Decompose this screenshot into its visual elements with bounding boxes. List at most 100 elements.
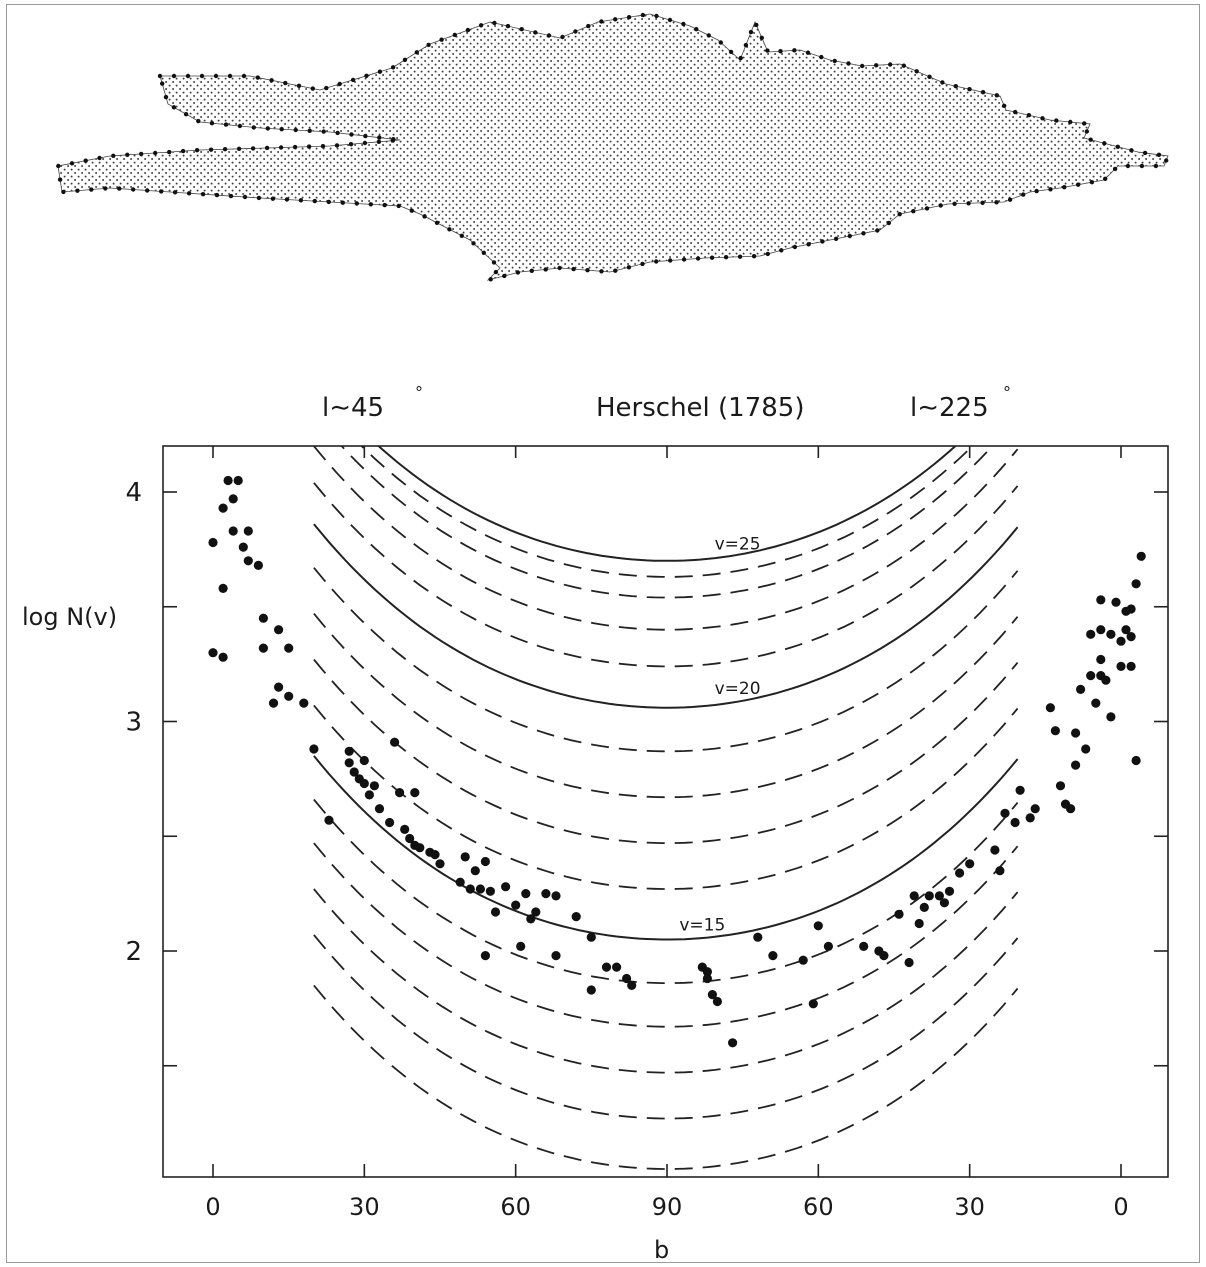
data-point xyxy=(485,886,495,896)
rim-star xyxy=(222,147,228,152)
rim-star xyxy=(75,188,80,193)
data-point xyxy=(1071,728,1081,738)
data-point xyxy=(390,737,400,747)
rim-star xyxy=(1153,163,1159,169)
rim-star xyxy=(269,78,274,83)
data-point xyxy=(702,973,713,984)
data-point xyxy=(1126,604,1136,614)
data-point xyxy=(1091,698,1101,708)
data-point xyxy=(1045,703,1055,713)
rim-star xyxy=(529,268,534,273)
rim-star xyxy=(743,42,749,48)
data-point xyxy=(1076,684,1086,695)
rim-star xyxy=(196,118,201,124)
rim-star xyxy=(613,268,618,273)
rim-star xyxy=(159,189,164,194)
data-point xyxy=(344,746,354,756)
data-point xyxy=(1111,597,1121,607)
data-point xyxy=(909,891,919,901)
rim-star xyxy=(1129,148,1134,153)
rim-star xyxy=(1034,188,1039,194)
data-point xyxy=(934,891,945,901)
rim-star xyxy=(953,84,958,89)
rim-star xyxy=(668,258,673,263)
rim-star xyxy=(805,50,811,55)
data-point xyxy=(1030,804,1040,814)
data-point xyxy=(1081,744,1091,754)
longitude-label-right: l∼225 xyxy=(910,393,989,423)
rim-star xyxy=(422,214,427,219)
rim-star xyxy=(471,241,476,246)
rim-star xyxy=(459,233,464,238)
model-curve-v12 xyxy=(313,888,1019,1074)
rim-star xyxy=(293,127,298,133)
rim-star xyxy=(1125,163,1131,169)
rim-star xyxy=(157,73,163,79)
rim-star xyxy=(502,273,507,279)
rim-star xyxy=(186,191,192,196)
data-point xyxy=(238,542,248,552)
rim-star xyxy=(626,265,632,270)
rim-star xyxy=(368,202,373,207)
rim-star xyxy=(172,190,178,195)
data-point xyxy=(768,951,778,961)
rim-star xyxy=(886,220,891,226)
chart-header: l∼45 ° Herschel (1785) l∼225 ° xyxy=(322,383,1011,423)
rim-star xyxy=(1139,163,1145,169)
rim-star xyxy=(228,193,234,199)
rim-star xyxy=(1026,113,1032,118)
data-point xyxy=(586,932,596,942)
data-point xyxy=(309,744,319,754)
rim-star xyxy=(1103,176,1108,181)
data-point xyxy=(374,804,385,814)
data-point xyxy=(551,891,561,901)
data-point xyxy=(243,556,253,566)
data-point xyxy=(465,884,475,894)
data-point xyxy=(233,475,243,486)
data-point xyxy=(1131,755,1141,766)
data-point xyxy=(622,973,632,984)
data-point xyxy=(1086,629,1096,639)
rim-star xyxy=(209,121,215,126)
data-point xyxy=(208,537,218,548)
rim-star xyxy=(1115,144,1121,149)
rim-star xyxy=(396,203,401,209)
data-point xyxy=(531,907,541,917)
data-point xyxy=(455,877,465,887)
rim-star xyxy=(390,65,396,70)
rim-star xyxy=(335,130,340,136)
rim-star xyxy=(1089,180,1095,185)
data-point xyxy=(601,962,612,972)
rim-star xyxy=(434,220,440,225)
data-point xyxy=(1086,671,1096,681)
rim-star xyxy=(980,200,985,205)
rim-star xyxy=(214,192,220,198)
rim-star xyxy=(994,200,999,205)
data-point xyxy=(1131,579,1141,589)
rim-star xyxy=(1164,158,1169,163)
model-curve-v15 xyxy=(313,755,1019,941)
rim-star xyxy=(1088,137,1093,142)
rim-star xyxy=(481,250,486,255)
rim-star xyxy=(227,73,233,79)
rim-star xyxy=(279,127,284,132)
data-point xyxy=(359,755,369,766)
rim-star xyxy=(681,21,686,27)
data-point xyxy=(939,898,950,908)
rim-star xyxy=(1013,109,1018,115)
data-point xyxy=(299,698,309,708)
model-curve-v23 xyxy=(340,446,994,599)
rim-star xyxy=(241,73,247,79)
x-axis-label: b xyxy=(654,1236,669,1264)
x-tick-label: 30 xyxy=(349,1193,380,1221)
rim-star xyxy=(306,144,312,149)
data-point xyxy=(1010,817,1020,828)
rim-star xyxy=(200,192,206,197)
rim-star xyxy=(765,251,770,257)
data-point xyxy=(753,932,763,942)
rim-star xyxy=(264,145,270,151)
data-point xyxy=(944,886,955,896)
rim-star xyxy=(223,122,229,127)
rim-star xyxy=(296,83,302,89)
data-point xyxy=(324,815,334,825)
